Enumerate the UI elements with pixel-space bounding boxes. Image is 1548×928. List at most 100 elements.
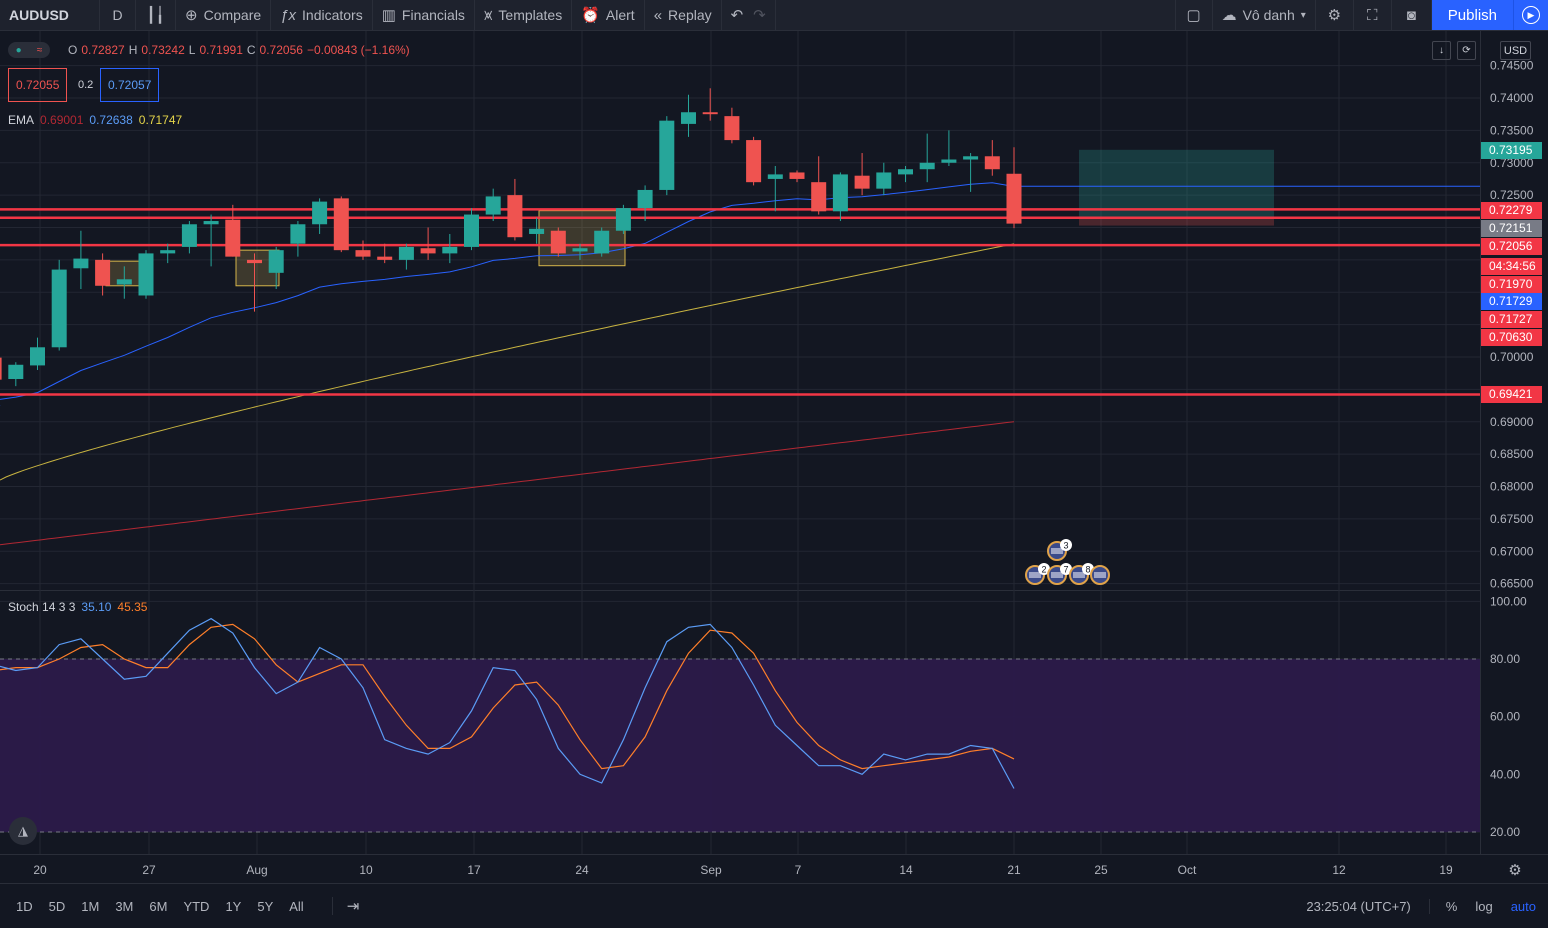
range-3m[interactable]: 3M xyxy=(115,898,134,914)
interval-button[interactable]: D xyxy=(100,0,136,30)
undo-icon[interactable]: ↶ xyxy=(730,7,744,24)
candle-body[interactable] xyxy=(811,182,827,212)
candle-body[interactable] xyxy=(637,189,653,209)
candle-body[interactable] xyxy=(767,174,783,179)
candle-body[interactable] xyxy=(789,172,805,179)
candle-body[interactable] xyxy=(377,256,393,260)
clock[interactable]: 23:25:04 (UTC+7) xyxy=(1306,898,1411,914)
candle-body[interactable] xyxy=(941,159,957,163)
candle-body[interactable] xyxy=(572,248,588,252)
candle-body[interactable] xyxy=(702,112,718,115)
settings-button[interactable]: ⚙ xyxy=(1316,0,1354,30)
replay-button[interactable]: « Replay xyxy=(645,0,722,30)
auto-toggle[interactable]: auto xyxy=(1510,898,1536,914)
fullscreen-button[interactable]: ⛶ xyxy=(1354,0,1392,30)
candle-body[interactable] xyxy=(529,228,545,234)
candle-body[interactable] xyxy=(268,250,284,273)
reset-view-button[interactable]: ⟳ xyxy=(1457,41,1476,60)
candle-body[interactable] xyxy=(420,248,436,254)
layout-button[interactable]: ▢ xyxy=(1174,0,1213,30)
candle-body[interactable] xyxy=(659,120,675,190)
currency-button[interactable]: USD xyxy=(1500,41,1531,60)
candle-body[interactable] xyxy=(225,219,241,257)
candle-body[interactable] xyxy=(30,347,45,366)
candle-body[interactable] xyxy=(724,116,740,141)
candle-body[interactable] xyxy=(181,224,197,247)
range-6m[interactable]: 6M xyxy=(149,898,168,914)
candle-body[interactable] xyxy=(116,279,132,285)
candle-body[interactable] xyxy=(984,156,1000,170)
settings-icon[interactable]: ⚙ xyxy=(1508,861,1521,879)
ema-yellow-line xyxy=(0,243,1015,481)
symbol-search[interactable]: AUDUSD xyxy=(0,0,100,30)
candle-body[interactable] xyxy=(355,250,371,257)
candle-body[interactable] xyxy=(876,172,892,189)
alert-button[interactable]: ⏰ Alert xyxy=(572,0,645,30)
sell-button[interactable]: 0.72055 xyxy=(8,68,68,102)
candle-body[interactable] xyxy=(594,230,610,254)
cloud-icon: ☁ xyxy=(1221,7,1237,24)
candle-body[interactable] xyxy=(485,196,501,215)
range-5y[interactable]: 5Y xyxy=(257,898,274,914)
candle-body[interactable] xyxy=(8,364,24,380)
goto-date-icon[interactable]: ⇥ xyxy=(331,897,359,915)
scroll-down-button[interactable]: ↓ xyxy=(1432,41,1451,60)
price-label: 0.70630 xyxy=(1489,330,1533,344)
candle-body[interactable] xyxy=(507,195,523,238)
candle-body[interactable] xyxy=(247,259,262,264)
candle-body[interactable] xyxy=(1006,173,1022,224)
refresh-icon: ⟳ xyxy=(1462,45,1471,56)
candle-body[interactable] xyxy=(442,246,458,254)
buy-button[interactable]: 0.72057 xyxy=(100,68,160,102)
position-loss-zone[interactable] xyxy=(1079,217,1274,226)
candle-body[interactable] xyxy=(312,201,328,225)
range-1y[interactable]: 1Y xyxy=(225,898,242,914)
candle-body[interactable] xyxy=(51,269,67,348)
candle-body[interactable] xyxy=(963,156,979,160)
layout-name-button[interactable]: ☁ Vô danh ▾ xyxy=(1213,0,1316,30)
candle-body[interactable] xyxy=(746,140,762,183)
range-5d[interactable]: 5D xyxy=(48,898,66,914)
publish-button[interactable]: Publish xyxy=(1431,0,1513,30)
log-toggle[interactable]: log xyxy=(1475,898,1493,914)
candle-body[interactable] xyxy=(550,230,566,254)
candle-body[interactable] xyxy=(832,174,848,212)
financials-button[interactable]: ▥ Financials xyxy=(373,0,475,30)
position-profit-zone[interactable] xyxy=(1079,149,1274,218)
candle-body[interactable] xyxy=(398,246,414,260)
range-1m[interactable]: 1M xyxy=(81,898,100,914)
percent-toggle[interactable]: % xyxy=(1428,898,1457,914)
chart-type-button[interactable]: ┃╽ xyxy=(136,0,176,30)
candle-body[interactable] xyxy=(203,221,219,225)
candle-body[interactable] xyxy=(0,357,2,380)
candle-body[interactable] xyxy=(898,169,913,175)
tradingview-logo[interactable]: ◮ xyxy=(9,817,37,845)
price-label: 0.71729 xyxy=(1489,294,1533,308)
indicators-button[interactable]: ƒx Indicators xyxy=(271,0,373,30)
candle-body[interactable] xyxy=(464,214,479,247)
legend-toggle[interactable]: ● ≈ xyxy=(8,42,50,58)
high-value: 0.73242 xyxy=(141,43,185,57)
candle-body[interactable] xyxy=(919,162,935,170)
range-1d[interactable]: 1D xyxy=(16,898,33,914)
price-label: 0.71727 xyxy=(1489,312,1533,326)
logo-icon: ◮ xyxy=(18,823,28,838)
snapshot-button[interactable]: ◙ xyxy=(1392,0,1432,30)
candle-body[interactable] xyxy=(333,198,349,251)
candle-body[interactable] xyxy=(73,258,89,269)
candle-body[interactable] xyxy=(615,208,631,231)
range-ytd[interactable]: YTD xyxy=(183,898,210,914)
templates-button[interactable]: ⩙ Templates xyxy=(475,0,573,30)
compare-button[interactable]: ⊕ Compare xyxy=(176,0,272,30)
candle-body[interactable] xyxy=(95,259,111,286)
candle-body[interactable] xyxy=(138,253,154,296)
low-label: L xyxy=(188,43,196,57)
range-all[interactable]: All xyxy=(289,898,304,914)
redo-icon[interactable]: ↷ xyxy=(753,7,766,24)
candle-body[interactable] xyxy=(160,250,176,254)
candle-body[interactable] xyxy=(681,112,696,124)
candle-body[interactable] xyxy=(854,175,870,189)
stream-button[interactable]: ▶ xyxy=(1513,0,1548,30)
candle-body[interactable] xyxy=(290,224,306,244)
